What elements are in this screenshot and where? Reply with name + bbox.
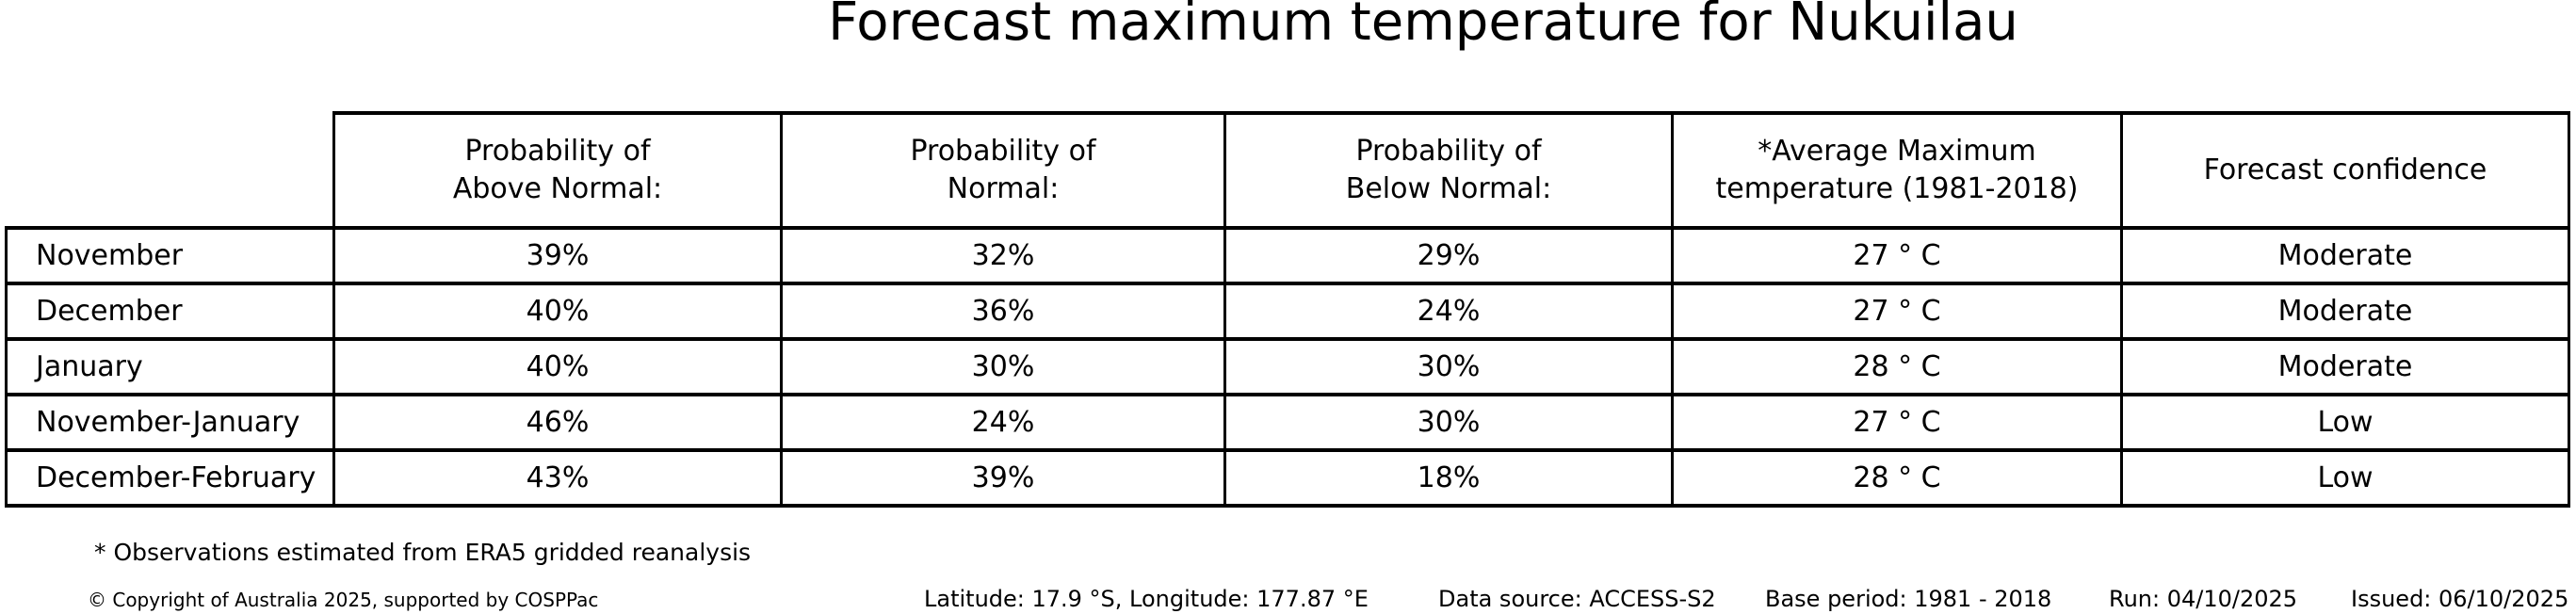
page-title: Forecast maximum temperature for Nukuila…: [828, 0, 2018, 53]
cell-forecast-confidence: Low: [2120, 448, 2570, 508]
table-row-november: November 39% 32% 29% 27 ° C Moderate: [5, 226, 2570, 285]
era5-footnote: * Observations estimated from ERA5 gridd…: [94, 539, 752, 566]
cell-forecast-confidence: Moderate: [2120, 337, 2570, 396]
cell-above-normal: 46%: [332, 393, 783, 452]
copyright-text: © Copyright of Australia 2025, supported…: [88, 589, 599, 611]
cell-above-normal: 40%: [332, 282, 783, 341]
header-below-normal: Probability of Below Normal:: [1223, 111, 1674, 230]
cell-normal: 36%: [780, 282, 1226, 341]
row-label: December-February: [5, 448, 335, 508]
data-source-text: Data source: ACCESS-S2: [1438, 586, 1716, 612]
issued-date-text: Issued: 06/10/2025: [2351, 586, 2569, 612]
forecast-table: Probability of Above Normal: Probability…: [5, 111, 2570, 508]
table-row-november-january: November-January 46% 24% 30% 27 ° C Low: [5, 393, 2570, 452]
cell-below-normal: 18%: [1223, 448, 1674, 508]
header-above-normal: Probability of Above Normal:: [332, 111, 783, 230]
cell-normal: 24%: [780, 393, 1226, 452]
cell-below-normal: 30%: [1223, 337, 1674, 396]
cell-forecast-confidence: Low: [2120, 393, 2570, 452]
cell-below-normal: 30%: [1223, 393, 1674, 452]
table-row-december-february: December-February 43% 39% 18% 28 ° C Low: [5, 448, 2570, 508]
table-corner-cell: [7, 113, 334, 228]
cell-above-normal: 40%: [332, 337, 783, 396]
row-label: November: [5, 226, 335, 285]
cell-average-max-temperature: 27 ° C: [1671, 393, 2123, 452]
row-label: November-January: [5, 393, 335, 452]
cell-average-max-temperature: 28 ° C: [1671, 337, 2123, 396]
cell-forecast-confidence: Moderate: [2120, 226, 2570, 285]
row-label: December: [5, 282, 335, 341]
cell-above-normal: 43%: [332, 448, 783, 508]
cell-average-max-temperature: 27 ° C: [1671, 226, 2123, 285]
header-average-max-temperature: *Average Maximum temperature (1981-2018): [1671, 111, 2123, 230]
run-date-text: Run: 04/10/2025: [2109, 586, 2298, 612]
cell-below-normal: 24%: [1223, 282, 1674, 341]
cell-normal: 39%: [780, 448, 1226, 508]
header-normal: Probability of Normal:: [780, 111, 1226, 230]
cell-below-normal: 29%: [1223, 226, 1674, 285]
cell-normal: 32%: [780, 226, 1226, 285]
row-label: January: [5, 337, 335, 396]
cell-forecast-confidence: Moderate: [2120, 282, 2570, 341]
base-period-text: Base period: 1981 - 2018: [1765, 586, 2052, 612]
cell-average-max-temperature: 28 ° C: [1671, 448, 2123, 508]
table-row-december: December 40% 36% 24% 27 ° C Moderate: [5, 282, 2570, 341]
cell-normal: 30%: [780, 337, 1226, 396]
cell-average-max-temperature: 27 ° C: [1671, 282, 2123, 341]
cell-above-normal: 39%: [332, 226, 783, 285]
table-row-january: January 40% 30% 30% 28 ° C Moderate: [5, 337, 2570, 396]
header-row: Probability of Above Normal: Probability…: [7, 111, 2570, 230]
lat-long-text: Latitude: 17.9 °S, Longitude: 177.87 °E: [924, 586, 1369, 612]
header-forecast-confidence: Forecast confidence: [2120, 111, 2570, 230]
